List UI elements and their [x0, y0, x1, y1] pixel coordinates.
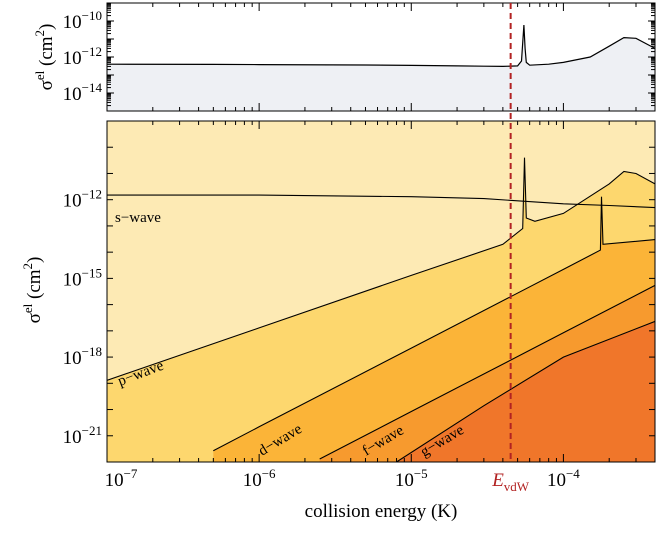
top-fill [107, 25, 655, 111]
top-y-ticks: 10−10 10−12 10−14 [63, 3, 655, 112]
x-tick-label-2: 10−5 [395, 466, 428, 491]
s-wave-curve [107, 194, 655, 209]
bottom-plot-area [107, 121, 655, 462]
top-y-axis-label: σel (cm2) [32, 24, 57, 91]
top-curve [107, 24, 655, 68]
top-y-tick-label-2: 10−14 [63, 80, 103, 105]
bottom-y-axis-label: σel (cm2) [20, 257, 45, 324]
bottom-y-ticks: 10−12 10−15 10−18 10−21 [63, 146, 655, 463]
top-y-tick-label-1: 10−12 [63, 44, 102, 69]
bottom-y-tick-label-0: 10−12 [63, 187, 102, 212]
x-tick-label-1: 10−6 [243, 466, 276, 491]
top-y-tick-label-0: 10−10 [63, 8, 102, 33]
bottom-y-tick-label-1: 10−15 [63, 265, 102, 290]
bottom-x-ticks: 10−7 10−6 10−5 10−4 [105, 3, 656, 491]
bottom-frame [106, 120, 656, 463]
x-axis-label: collision energy (K) [305, 501, 458, 522]
g-wave-curve [396, 320, 655, 462]
bottom-panel: 10−12 10−15 10−18 10−21 10−7 10−6 10−5 10−4 σe… [20, 3, 656, 522]
bottom-y-tick-label-3: 10−21 [63, 423, 102, 448]
f-wave-curve [319, 284, 655, 460]
bottom-y-tick-label-2: 10−18 [63, 344, 102, 369]
p-wave-curve [107, 157, 655, 381]
vdw-energy-label: EvdW [491, 470, 530, 494]
x-tick-label-3: 10−4 [547, 466, 580, 491]
d-wave-curve [213, 196, 655, 452]
top-panel: 10−10 10−12 10−14 σel (cm2) [32, 2, 656, 112]
g-wave-region [396, 321, 655, 462]
x-tick-label-0: 10−7 [105, 466, 138, 491]
top-plot-area [107, 24, 655, 111]
s-wave-label: s−wave [115, 210, 161, 226]
